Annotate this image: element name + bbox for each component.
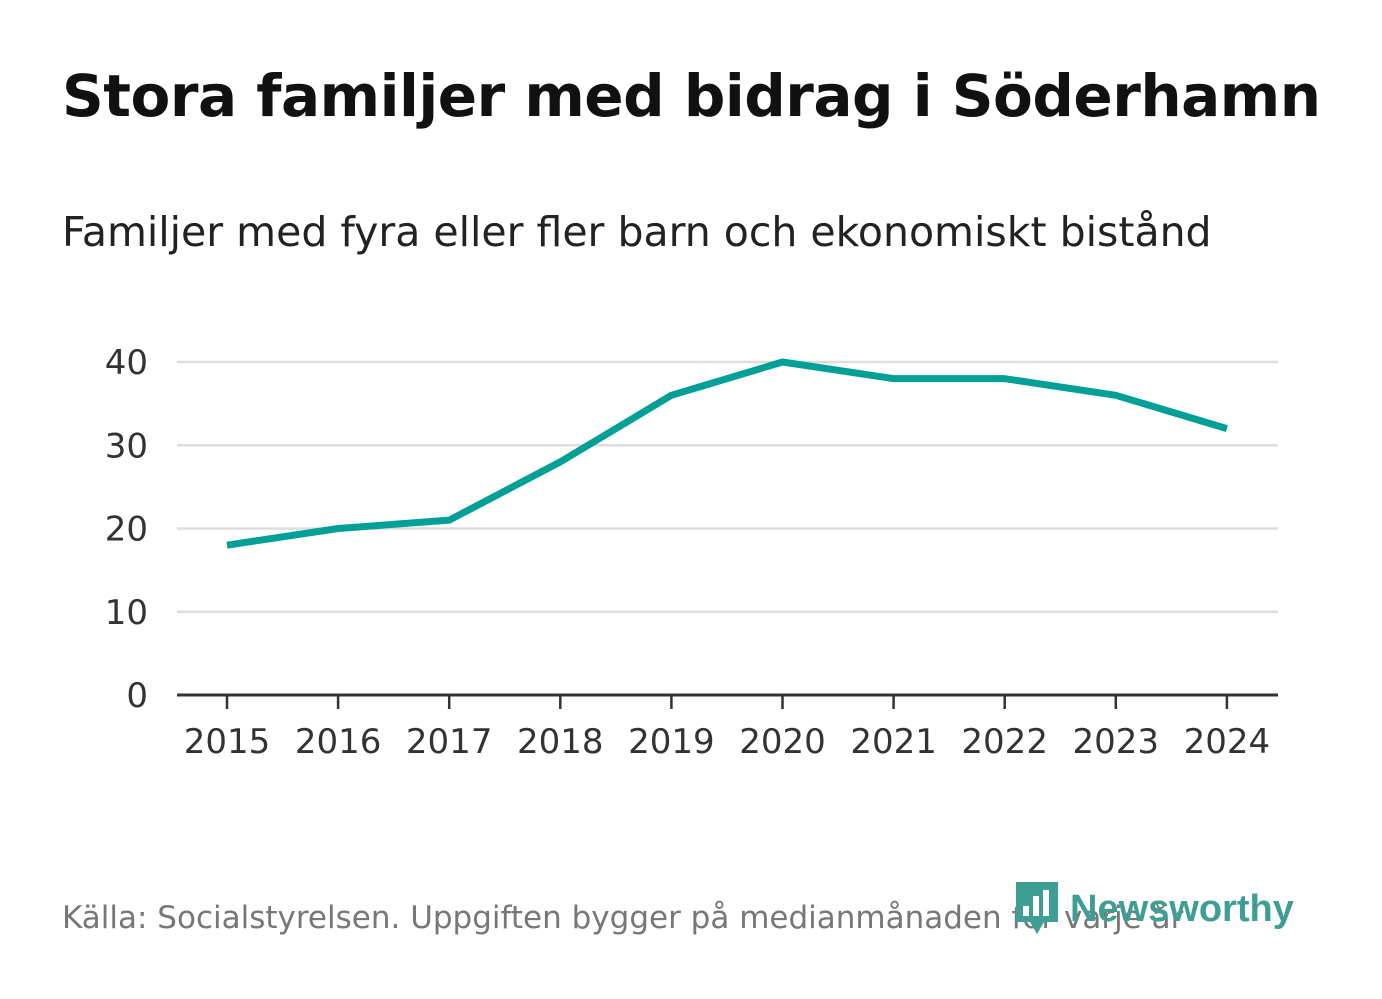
x-tick-label: 2017 bbox=[406, 722, 493, 762]
x-tick-label: 2015 bbox=[184, 722, 271, 762]
x-tick-label: 2022 bbox=[961, 722, 1048, 762]
x-tick-label: 2024 bbox=[1184, 722, 1271, 762]
x-tick-label: 2018 bbox=[517, 722, 604, 762]
chart-subtitle: Familjer med fyra eller fler barn och ek… bbox=[62, 208, 1212, 256]
x-tick-label: 2019 bbox=[628, 722, 715, 762]
source-note: Källa: Socialstyrelsen. Uppgiften bygger… bbox=[62, 900, 1184, 936]
x-tick-label: 2023 bbox=[1073, 722, 1160, 762]
x-tick-label: 2016 bbox=[295, 722, 382, 762]
newsworthy-logo-icon bbox=[1016, 882, 1058, 934]
x-tick-label: 2021 bbox=[850, 722, 937, 762]
y-tick-label: 0 bbox=[126, 676, 148, 716]
chart-title: Stora familjer med bidrag i Söderhamn bbox=[62, 62, 1321, 130]
x-tick-label: 2020 bbox=[739, 722, 826, 762]
y-tick-label: 30 bbox=[105, 426, 148, 466]
logo-text: Newsworthy bbox=[1070, 887, 1294, 930]
y-tick-label: 10 bbox=[105, 593, 148, 633]
y-tick-label: 40 bbox=[105, 343, 148, 383]
line-chart: 0 10 20 30 40 2015 2016 2017 2018 2019 2020 2021 202… bbox=[105, 343, 1278, 762]
series-line bbox=[226, 358, 1228, 549]
newsworthy-logo: Newsworthy bbox=[1012, 880, 1294, 938]
y-tick-label: 20 bbox=[105, 510, 148, 550]
